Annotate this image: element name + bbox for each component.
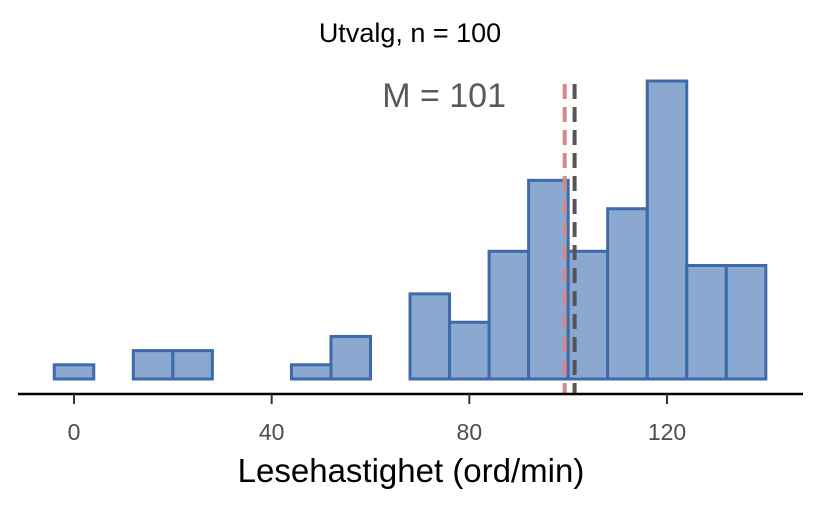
histogram-bar bbox=[606, 207, 649, 381]
histogram-bar bbox=[289, 363, 333, 381]
x-tick-label: 40 bbox=[259, 419, 285, 445]
chart-title: Utvalg, n = 100 bbox=[319, 18, 501, 48]
histogram-bar bbox=[685, 263, 728, 381]
histogram-bar bbox=[487, 249, 531, 381]
histogram-bar bbox=[724, 263, 768, 381]
histogram-bar bbox=[131, 349, 175, 381]
histogram-bar bbox=[645, 79, 689, 381]
x-tick-label: 0 bbox=[68, 419, 81, 445]
x-axis-label: Lesehastighet (ord/min) bbox=[238, 452, 585, 489]
histogram-bars bbox=[52, 79, 768, 381]
x-tick-label: 80 bbox=[457, 419, 483, 445]
x-axis-ticks: 0 40 80 120 bbox=[68, 394, 686, 445]
x-tick-label: 120 bbox=[648, 419, 686, 445]
mean-annotation: M = 101 bbox=[382, 77, 506, 115]
histogram-bar bbox=[52, 363, 96, 381]
histogram-bar bbox=[171, 349, 214, 381]
histogram-bar bbox=[408, 292, 452, 381]
histogram-bar bbox=[527, 178, 570, 381]
histogram-bar bbox=[448, 320, 491, 381]
histogram-bar bbox=[329, 334, 373, 381]
reference-lines bbox=[562, 84, 577, 394]
